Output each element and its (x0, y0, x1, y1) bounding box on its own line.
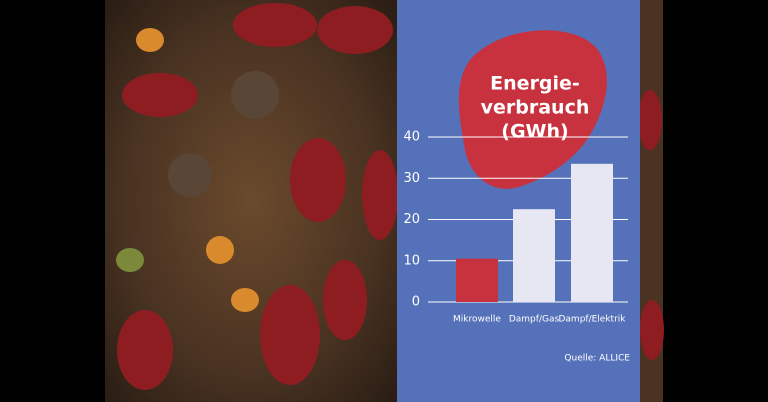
title-line: (GWh) (501, 121, 568, 143)
y-tick-label: 40 (403, 130, 420, 145)
x-tick-label: Dampf/Elektrik (558, 315, 626, 325)
title-line: verbrauch (481, 97, 590, 119)
title-blob (458, 30, 607, 189)
bar (571, 163, 613, 302)
bar (513, 209, 555, 302)
x-tick-label: Dampf/Gas (509, 315, 560, 325)
y-tick-label: 30 (403, 171, 420, 186)
y-tick-label: 0 (412, 295, 420, 310)
title-line: Energie- (490, 73, 580, 95)
y-tick-label: 10 (403, 253, 420, 268)
photo (105, 0, 664, 402)
x-tick-label: Mikrowelle (453, 315, 501, 325)
source: Quelle: ALLICE (564, 354, 630, 364)
chart-title: Energie- verbrauch (GWh) (481, 73, 590, 143)
y-tick-label: 20 (403, 212, 420, 227)
bar (456, 258, 498, 302)
